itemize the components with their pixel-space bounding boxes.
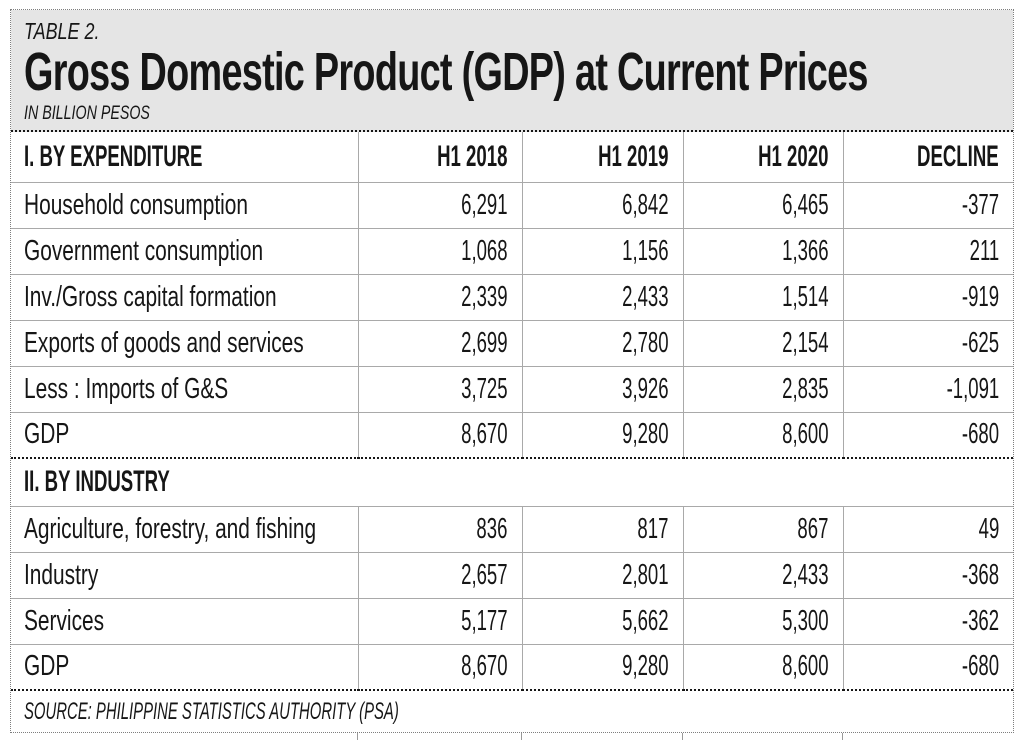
table-row: GDP 8,670 9,280 8,600 -680 bbox=[11, 643, 1013, 691]
value-cell: 1,366 bbox=[682, 227, 844, 275]
value-cell: 8,670 bbox=[357, 643, 523, 691]
source-note-cell: SOURCE: PHILIPPINE STATISTICS AUTHORITY … bbox=[11, 689, 1013, 732]
column-header-h1-2020: H1 2020 bbox=[682, 132, 844, 183]
table-row: Agriculture, forestry, and fishing 836 8… bbox=[11, 505, 1013, 553]
value-cell: 5,662 bbox=[521, 597, 684, 645]
column-line-stub bbox=[682, 733, 683, 740]
row-label-cell: Industry bbox=[11, 551, 359, 599]
section-header-industry: II. BY INDUSTRY bbox=[11, 457, 1013, 507]
value-cell: 2,780 bbox=[521, 319, 684, 367]
masthead: TABLE 2. Gross Domestic Product (GDP) at… bbox=[11, 10, 1013, 132]
row-label-cell: Inv./Gross capital formation bbox=[11, 273, 359, 321]
row-label-cell: GDP bbox=[11, 643, 359, 691]
value-cell: -362 bbox=[842, 597, 1013, 645]
value-cell: -919 bbox=[842, 273, 1013, 321]
value-cell: -1,091 bbox=[842, 365, 1013, 413]
table-row: Industry 2,657 2,801 2,433 -368 bbox=[11, 551, 1013, 599]
row-label-cell: Services bbox=[11, 597, 359, 645]
value-cell: 2,657 bbox=[357, 551, 523, 599]
value-cell: 6,465 bbox=[682, 181, 844, 229]
value-cell: 8,670 bbox=[357, 411, 523, 459]
value-cell: 2,433 bbox=[682, 551, 844, 599]
section-header-row: II. BY INDUSTRY bbox=[11, 457, 1013, 507]
value-cell: 1,068 bbox=[357, 227, 523, 275]
source-row: SOURCE: PHILIPPINE STATISTICS AUTHORITY … bbox=[11, 689, 1013, 732]
value-cell: 9,280 bbox=[521, 411, 684, 459]
value-cell: 8,600 bbox=[682, 411, 844, 459]
value-cell: 5,300 bbox=[682, 597, 844, 645]
header-row: I. BY EXPENDITURE H1 2018 H1 2019 H1 202… bbox=[11, 132, 1013, 183]
table-row: Services 5,177 5,662 5,300 -362 bbox=[11, 597, 1013, 645]
table-row: Exports of goods and services 2,699 2,78… bbox=[11, 319, 1013, 367]
value-cell: 3,926 bbox=[521, 365, 684, 413]
gdp-table: I. BY EXPENDITURE H1 2018 H1 2019 H1 202… bbox=[11, 132, 1013, 732]
figure-subtitle: IN BILLION PESOS bbox=[24, 102, 150, 124]
value-cell: -680 bbox=[842, 411, 1013, 459]
value-cell: 2,801 bbox=[521, 551, 684, 599]
column-header-h1-2019: H1 2019 bbox=[521, 132, 684, 183]
row-label-cell: Government consumption bbox=[11, 227, 359, 275]
value-cell: 3,725 bbox=[357, 365, 523, 413]
column-header-decline: DECLINE bbox=[842, 132, 1013, 183]
value-cell: 2,154 bbox=[682, 319, 844, 367]
value-cell: -368 bbox=[842, 551, 1013, 599]
table-number-kicker: TABLE 2. bbox=[24, 18, 100, 44]
value-cell: 836 bbox=[357, 505, 523, 553]
value-cell: -377 bbox=[842, 181, 1013, 229]
value-cell: 9,280 bbox=[521, 643, 684, 691]
value-cell: 211 bbox=[842, 227, 1013, 275]
value-cell: 1,156 bbox=[521, 227, 684, 275]
table-row: Government consumption 1,068 1,156 1,366… bbox=[11, 227, 1013, 275]
value-cell: 867 bbox=[682, 505, 844, 553]
figure-title: Gross Domestic Product (GDP) at Current … bbox=[24, 42, 868, 103]
value-cell: 49 bbox=[842, 505, 1013, 553]
table-row: Inv./Gross capital formation 2,339 2,433… bbox=[11, 273, 1013, 321]
value-cell: 2,835 bbox=[682, 365, 844, 413]
value-cell: 817 bbox=[521, 505, 684, 553]
value-cell: 6,842 bbox=[521, 181, 684, 229]
row-label-cell: Exports of goods and services bbox=[11, 319, 359, 367]
column-line-stub bbox=[357, 733, 358, 740]
value-cell: 2,339 bbox=[357, 273, 523, 321]
table-row: Less : Imports of G&S 3,725 3,926 2,835 … bbox=[11, 365, 1013, 413]
table-row: GDP 8,670 9,280 8,600 -680 bbox=[11, 411, 1013, 459]
source-note: SOURCE: PHILIPPINE STATISTICS AUTHORITY … bbox=[24, 697, 399, 725]
column-line-stub bbox=[842, 733, 843, 740]
row-label-cell: Less : Imports of G&S bbox=[11, 365, 359, 413]
row-label-cell: Household consumption bbox=[11, 181, 359, 229]
value-cell: 8,600 bbox=[682, 643, 844, 691]
table-row: Household consumption 6,291 6,842 6,465 … bbox=[11, 181, 1013, 229]
column-header-h1-2018: H1 2018 bbox=[357, 132, 523, 183]
value-cell: 2,433 bbox=[521, 273, 684, 321]
value-cell: 1,514 bbox=[682, 273, 844, 321]
row-label-cell: Agriculture, forestry, and fishing bbox=[11, 505, 359, 553]
row-label-cell: GDP bbox=[11, 411, 359, 459]
table-figure: TABLE 2. Gross Domestic Product (GDP) at… bbox=[10, 9, 1014, 740]
column-line-stub bbox=[521, 733, 522, 740]
value-cell: -625 bbox=[842, 319, 1013, 367]
value-cell: -680 bbox=[842, 643, 1013, 691]
value-cell: 6,291 bbox=[357, 181, 523, 229]
value-cell: 2,699 bbox=[357, 319, 523, 367]
value-cell: 5,177 bbox=[357, 597, 523, 645]
column-header-expenditure: I. BY EXPENDITURE bbox=[11, 132, 359, 183]
